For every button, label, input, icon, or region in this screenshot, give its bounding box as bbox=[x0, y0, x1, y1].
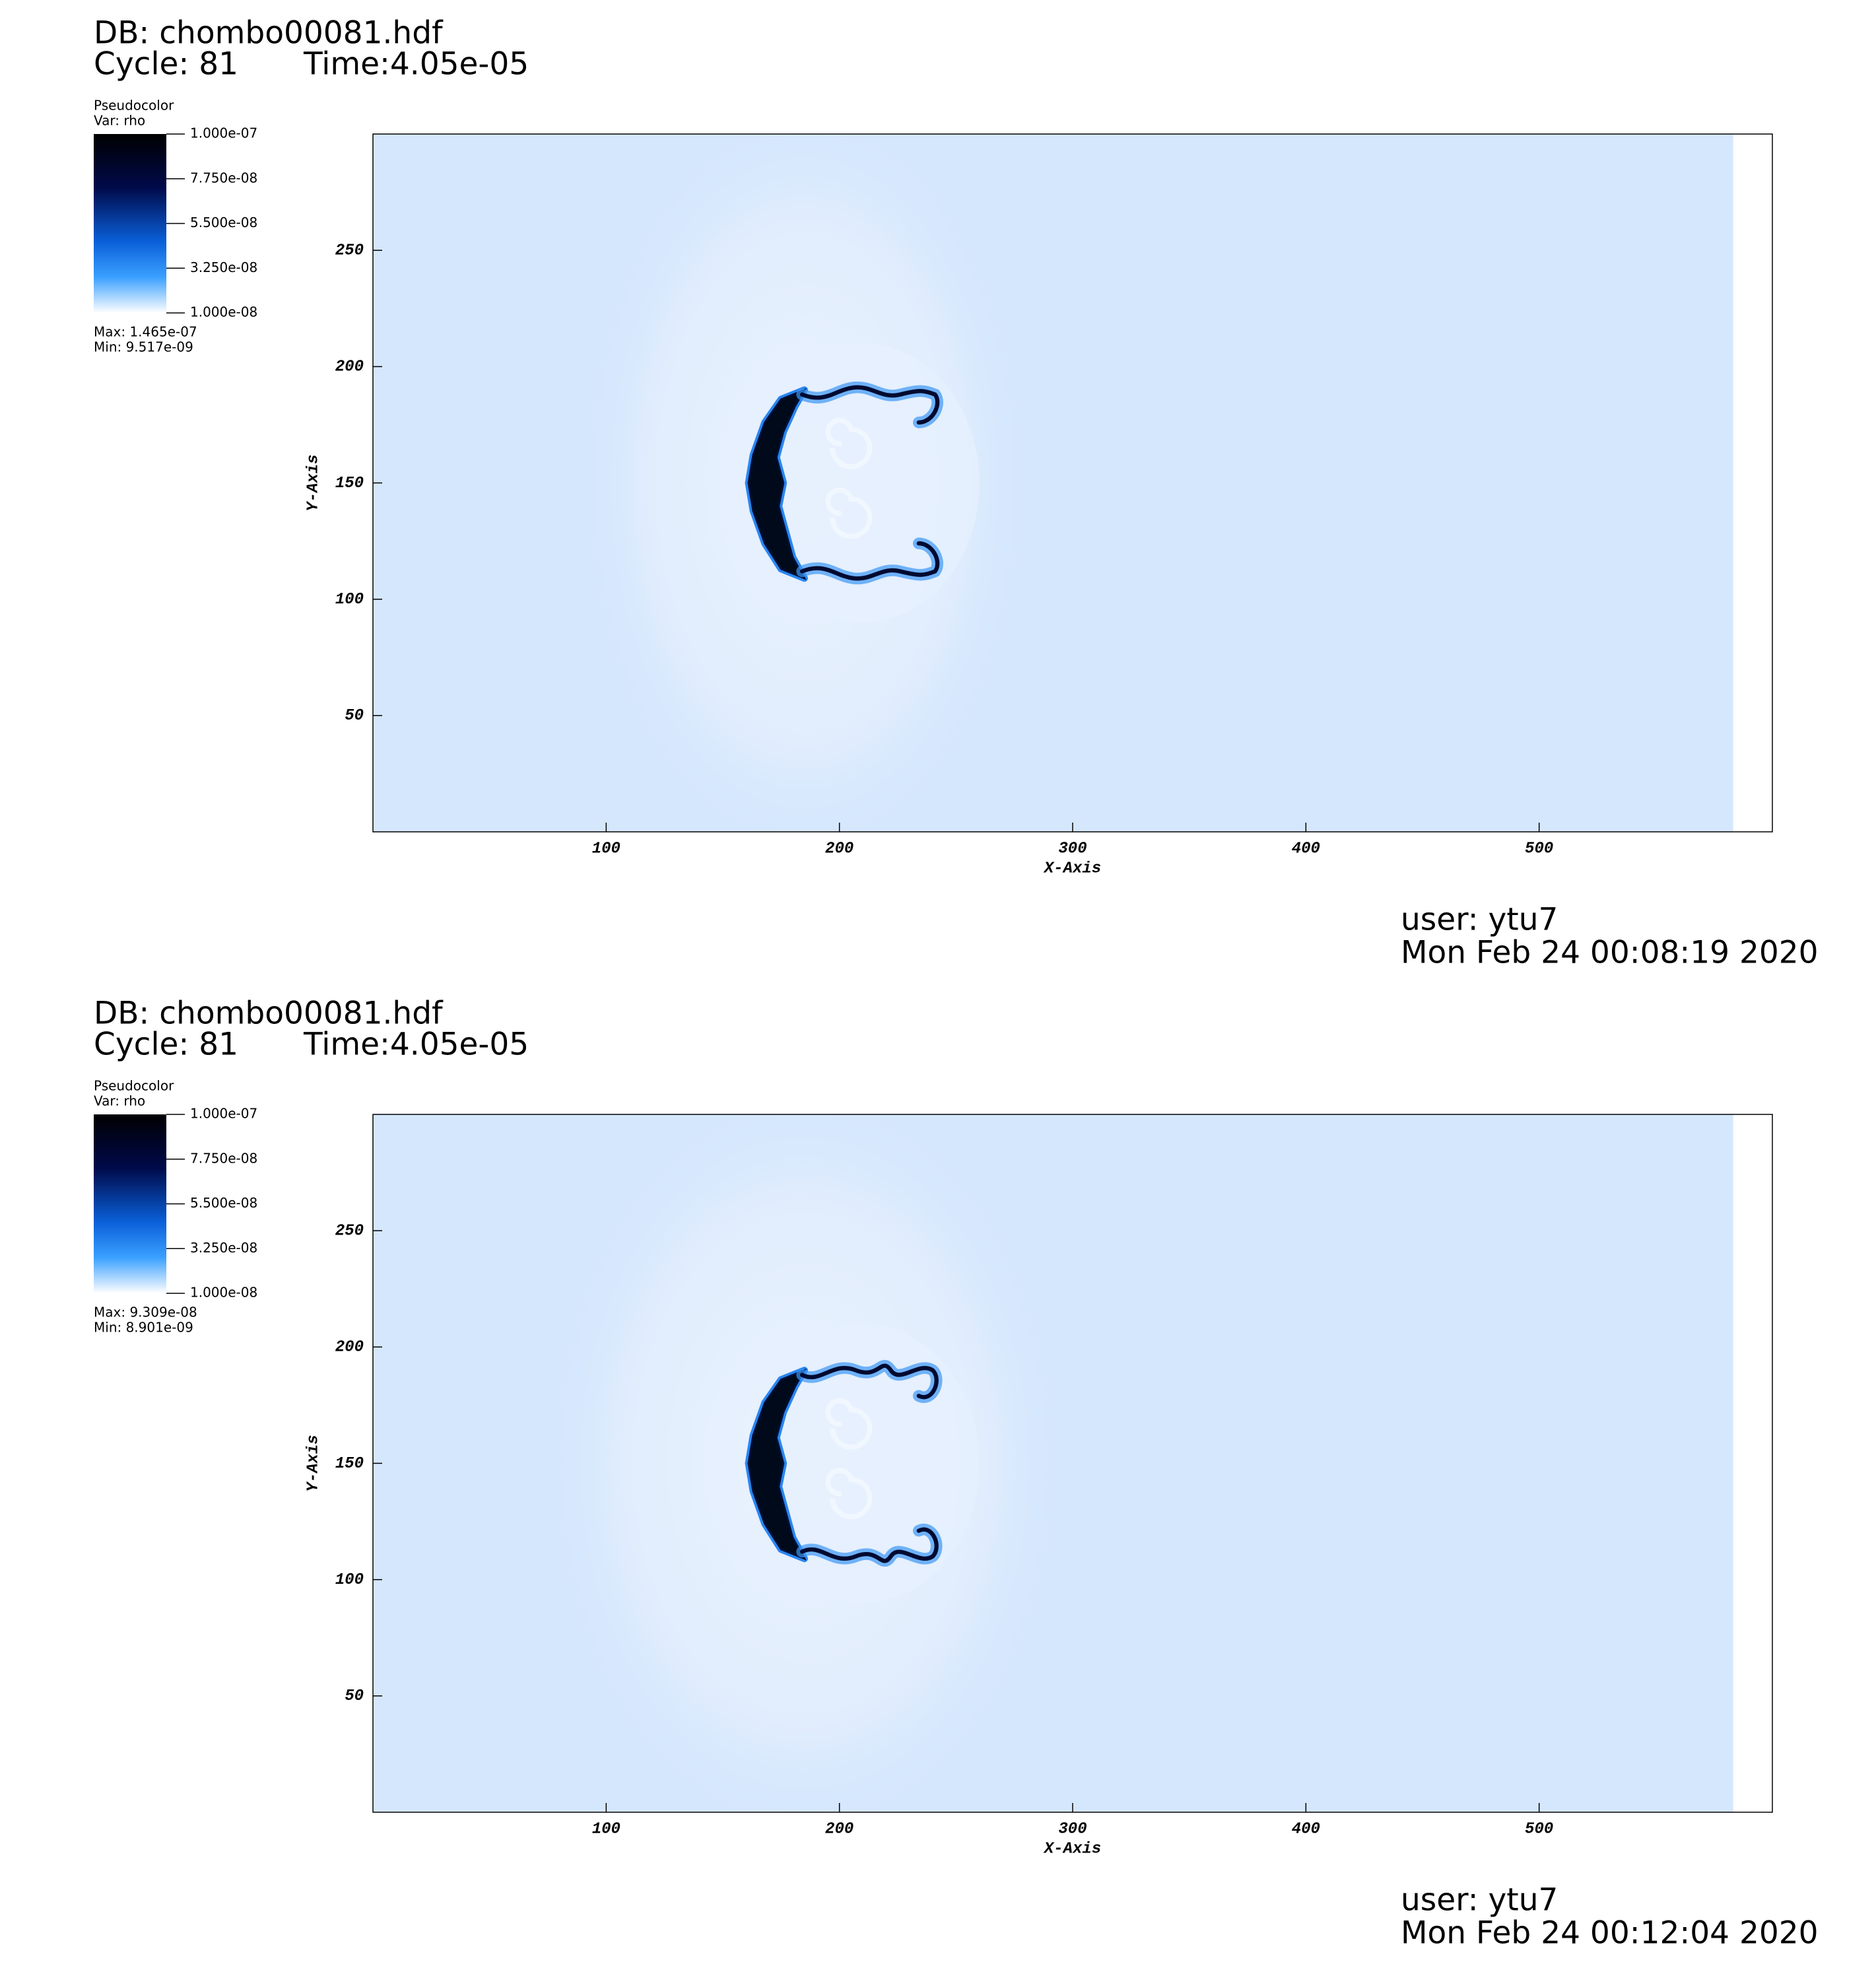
colorbar bbox=[94, 134, 166, 313]
y-tick-label: 150 bbox=[335, 475, 364, 493]
swirl bbox=[825, 1398, 873, 1450]
colorbar bbox=[94, 1114, 166, 1293]
arm bbox=[799, 385, 940, 425]
colorbar-tick-label: 5.500e-08 bbox=[190, 215, 257, 230]
x-tick-label: 200 bbox=[825, 1820, 854, 1838]
y-tick-label: 50 bbox=[345, 1687, 364, 1705]
legend-variable: Var: rho bbox=[94, 1093, 145, 1109]
legend-title: Pseudocolor bbox=[94, 1078, 174, 1094]
swirl bbox=[825, 487, 873, 539]
arm bbox=[799, 541, 940, 581]
swirl bbox=[825, 1468, 873, 1520]
x-tick-label: 400 bbox=[1292, 840, 1320, 858]
field bbox=[373, 134, 1733, 832]
y-tick-label: 100 bbox=[335, 1571, 364, 1589]
colorbar-tick-label: 7.750e-08 bbox=[190, 170, 257, 186]
max-label: Max: 1.465e-07 bbox=[94, 324, 197, 340]
max-label: Max: 9.309e-08 bbox=[94, 1305, 197, 1320]
x-tick-label: 200 bbox=[825, 840, 854, 858]
field-shapes bbox=[548, 1114, 1061, 1812]
colorbar-tick-label: 1.000e-08 bbox=[190, 304, 257, 320]
swirl bbox=[825, 417, 873, 469]
y-tick-label: 50 bbox=[345, 707, 364, 725]
x-tick-label: 400 bbox=[1292, 1820, 1320, 1838]
time: Time:4.05e-05 bbox=[303, 46, 529, 83]
timestamp: Mon Feb 24 00:12:04 2020 bbox=[1401, 1915, 1819, 1952]
colorbar-tick-label: 3.250e-08 bbox=[190, 259, 257, 275]
y-axis-label: Y-Axis bbox=[304, 1435, 322, 1491]
field-shapes bbox=[583, 134, 1026, 832]
colorbar-tick-label: 3.250e-08 bbox=[190, 1240, 257, 1256]
x-tick-label: 100 bbox=[592, 1820, 620, 1838]
time: Time:4.05e-05 bbox=[303, 1027, 529, 1063]
y-tick-label: 200 bbox=[335, 1339, 364, 1357]
timestamp: Mon Feb 24 00:08:19 2020 bbox=[1401, 935, 1819, 971]
y-tick-label: 200 bbox=[335, 358, 364, 376]
legend-variable: Var: rho bbox=[94, 113, 145, 129]
x-tick-label: 300 bbox=[1058, 1820, 1087, 1838]
y-tick-label: 250 bbox=[335, 1223, 364, 1240]
y-tick-label: 150 bbox=[335, 1455, 364, 1473]
x-axis-label: X-Axis bbox=[1043, 860, 1101, 877]
colorbar-tick-label: 5.500e-08 bbox=[190, 1195, 257, 1211]
field bbox=[373, 1114, 1733, 1812]
legend-title: Pseudocolor bbox=[94, 98, 174, 114]
cycle: Cycle: 81 bbox=[94, 46, 238, 83]
min-label: Min: 8.901e-09 bbox=[94, 1320, 193, 1336]
y-axis-label: Y-Axis bbox=[304, 454, 322, 511]
x-tick-label: 500 bbox=[1525, 840, 1553, 858]
cycle: Cycle: 81 bbox=[94, 1027, 238, 1063]
colorbar-tick-label: 1.000e-07 bbox=[190, 1106, 257, 1122]
y-tick-label: 250 bbox=[335, 242, 364, 260]
y-tick-label: 100 bbox=[335, 591, 364, 609]
colorbar-tick-label: 7.750e-08 bbox=[190, 1150, 257, 1166]
arm bbox=[799, 1363, 939, 1400]
arm bbox=[799, 1527, 939, 1563]
title: DB: chombo00081.hdf bbox=[94, 996, 444, 1032]
x-axis-label: X-Axis bbox=[1043, 1840, 1101, 1858]
wake-region bbox=[746, 343, 980, 623]
colorbar-tick-label: 1.000e-07 bbox=[190, 125, 257, 141]
x-tick-label: 500 bbox=[1525, 1820, 1553, 1838]
user: user: ytu7 bbox=[1401, 1882, 1558, 1919]
x-tick-label: 300 bbox=[1058, 840, 1087, 858]
user: user: ytu7 bbox=[1401, 902, 1558, 938]
shock-front bbox=[747, 388, 807, 580]
x-tick-label: 100 bbox=[592, 840, 620, 858]
title: DB: chombo00081.hdf bbox=[94, 15, 444, 51]
min-label: Min: 9.517e-09 bbox=[94, 339, 193, 355]
colorbar-tick-label: 1.000e-08 bbox=[190, 1285, 257, 1301]
shock-front bbox=[747, 1368, 807, 1561]
